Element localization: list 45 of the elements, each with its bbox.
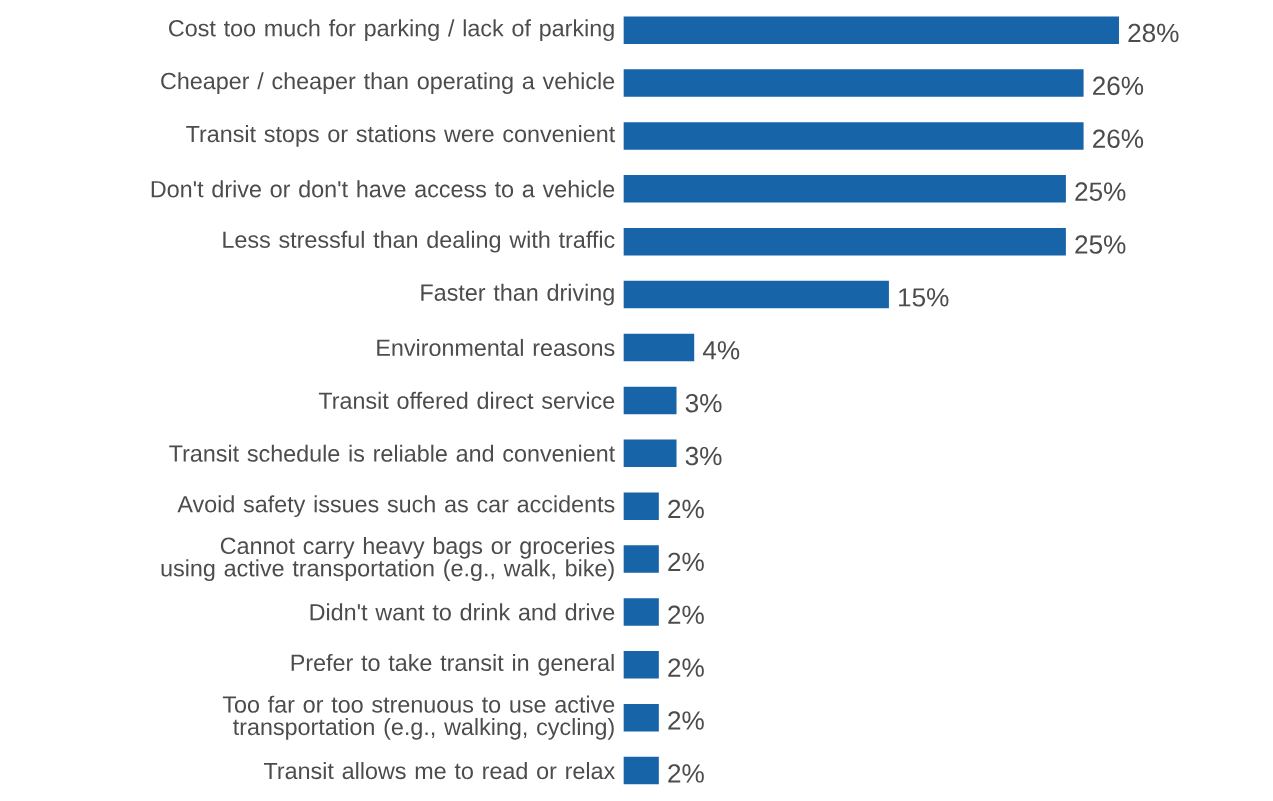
- bar: [623, 69, 1084, 97]
- y-tick-label: Environmental reasons: [377, 339, 615, 357]
- bar: [623, 122, 1084, 150]
- data-label: 2%: [668, 605, 704, 625]
- data-label: 4%: [702, 341, 740, 360]
- data-label: 2%: [668, 552, 704, 572]
- y-tick-label: Cannot carry heavy bags or groceries using active transportation (e.g., walk, bike): [161, 537, 615, 582]
- bar: [623, 651, 659, 679]
- y-tick-label: Faster than driving: [421, 283, 614, 306]
- data-label: 25%: [1075, 235, 1126, 254]
- data-label: 28%: [1128, 23, 1179, 43]
- bar: [623, 439, 677, 468]
- y-tick-label: Transit offered direct service: [318, 391, 615, 410]
- y-tick-label: Transit stops or stations were convenient: [186, 125, 616, 147]
- data-label: 2%: [668, 658, 704, 677]
- data-label: 26%: [1093, 76, 1144, 96]
- bar: [623, 492, 659, 521]
- bar: [623, 545, 659, 573]
- y-tick-label: Didn't want to drink and drive: [310, 603, 615, 621]
- y-tick-label: Transit allows me to read or relax: [263, 762, 615, 780]
- data-label: 2%: [668, 499, 704, 519]
- y-tick-label: Prefer to take transit in general: [291, 654, 614, 676]
- y-tick-label: Cheaper / cheaper than operating a vehicle: [161, 72, 615, 95]
- y-tick-label: Avoid safety issues such as car accidents: [177, 495, 615, 518]
- y-tick-label: Cost too much for parking / lack of parking: [169, 19, 614, 42]
- bar: [623, 598, 659, 626]
- data-label: 2%: [668, 711, 704, 730]
- data-label: 3%: [685, 446, 722, 466]
- data-label: 25%: [1075, 182, 1126, 202]
- bar: [623, 333, 695, 362]
- bar: [623, 228, 1066, 256]
- data-label: 2%: [668, 764, 704, 783]
- data-label: 15%: [899, 288, 949, 307]
- bar: [623, 386, 677, 415]
- bar: [623, 175, 1066, 203]
- bar: [623, 756, 659, 785]
- y-tick-label: Transit schedule is reliable and convenient: [169, 444, 616, 462]
- data-label: 3%: [685, 394, 722, 413]
- data-label: 26%: [1093, 129, 1144, 149]
- y-tick-label: Less stressful than dealing with traffic: [223, 230, 615, 253]
- bar: [623, 16, 1119, 45]
- bar: [623, 704, 659, 732]
- bar: [623, 280, 889, 309]
- y-tick-label: Too far or too strenuous to use active transportation (e.g., walking, cycling): [222, 695, 615, 740]
- y-tick-label: Don't drive or don't have access to a vehicle: [151, 180, 615, 198]
